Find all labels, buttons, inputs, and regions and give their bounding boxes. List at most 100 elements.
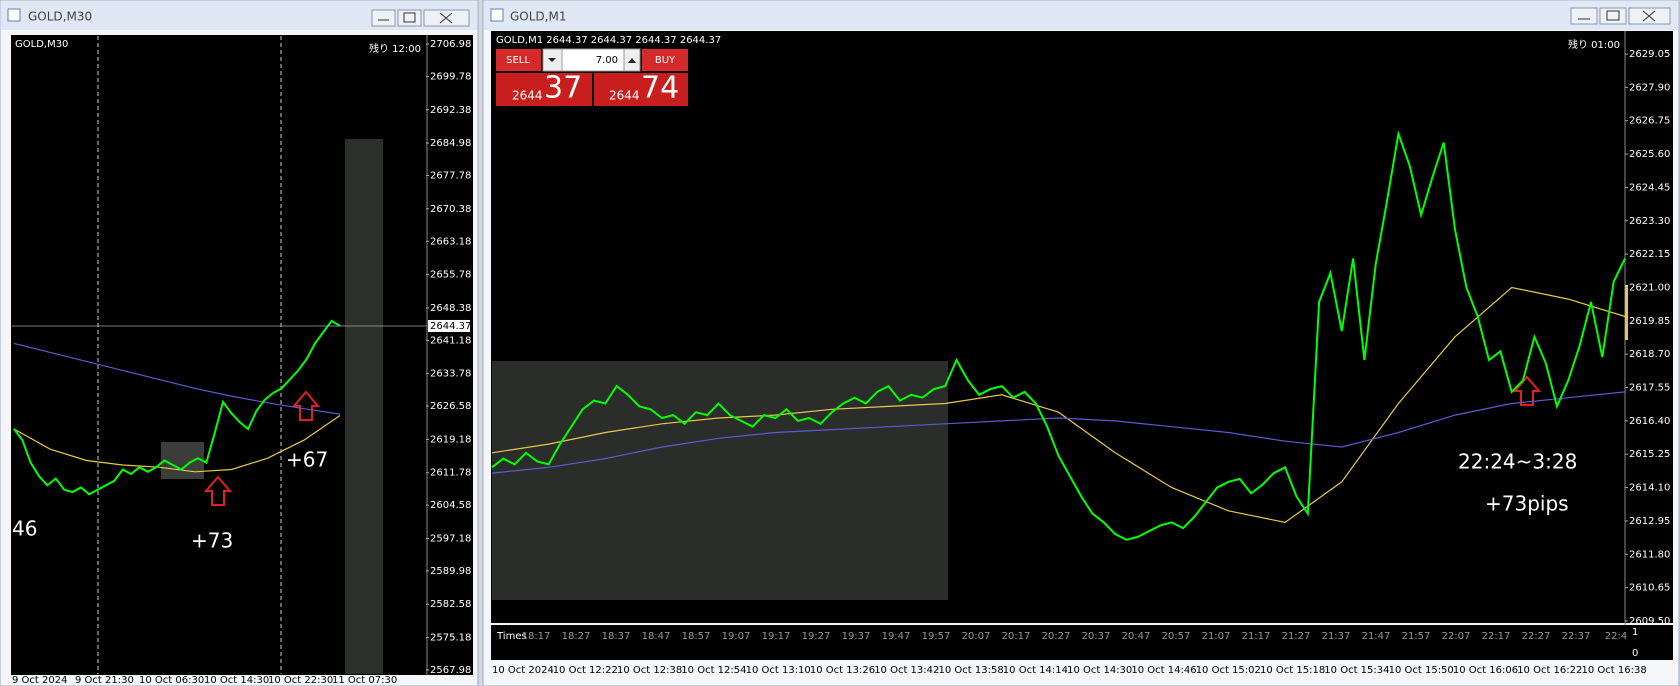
minimize-button[interactable] [371,9,396,27]
x-tick-label: 10 Oct 13:10 [746,665,811,676]
x-tick-label: 9 Oct 2024 [12,675,67,686]
time-label: 22:4 [1605,631,1627,642]
annotation: +73pips [1485,492,1569,516]
x-tick-label: 10 Oct 15:34 [1324,665,1389,676]
ask-box[interactable] [594,73,688,106]
dropdown-glyph [548,58,556,62]
sell-label: SELL [506,55,530,66]
y-tick-label: 2623.30 [1629,216,1670,227]
y-tick-label: 2575.18 [430,633,471,644]
button-glyphs [1578,10,1656,22]
time-label: 20:57 [1162,631,1191,642]
sub-window-title: Times [496,631,527,642]
axis-marker [1625,285,1628,340]
y-tick-label: 2706.98 [430,39,471,50]
x-tick-label: 10 Oct 06:30 [139,675,204,686]
title-bar [484,1,1678,30]
bid-big: 2644 [512,89,543,103]
bid-box[interactable] [496,73,592,106]
window-icon [490,8,504,22]
time-label: 20:07 [962,631,991,642]
maximize-button[interactable] [397,9,422,27]
y-tick-label: 2624.45 [1629,182,1670,193]
time-label: 20:37 [1082,631,1111,642]
y-tick-label: 2641.18 [430,335,471,346]
y-tick-label: 2611.78 [430,468,471,479]
buy-label: BUY [655,55,676,66]
y-tick-label: 2612.95 [1629,516,1670,527]
moving-average [13,415,341,473]
minimize-button[interactable] [1570,7,1598,25]
time-label: 22:07 [1442,631,1471,642]
time-label: 18:57 [682,631,711,642]
time-label: 19:47 [882,631,911,642]
y-tick-label: 2621.00 [1629,282,1670,293]
time-label: 21:17 [1242,631,1271,642]
x-tick-label: 10 Oct 12:54 [681,665,746,676]
x-tick-label: 9 Oct 21:30 [75,675,134,686]
ask-small: 74 [641,71,679,106]
arrow [1512,375,1542,406]
maximize-button[interactable] [1599,7,1627,25]
moving-average [13,342,341,415]
time-label: 21:37 [1322,631,1351,642]
time-label: 21:57 [1402,631,1431,642]
time-label: 20:17 [1002,631,1031,642]
sub-window [491,625,1673,660]
y-tick-label: 2655.78 [430,270,471,281]
y-tick-label: 2627.90 [1629,82,1670,93]
time-label: 19:07 [722,631,751,642]
x-tick-label: 10 Oct 14:30 [204,675,269,686]
y-tick-label: 2699.78 [430,71,471,82]
y-tick-label: 2582.58 [430,599,471,610]
y-tick-label: 2616.40 [1629,416,1670,427]
shaded-object [345,139,383,674]
y-tick-label: 2567.98 [430,665,471,676]
chart-header: GOLD,M30 [15,39,68,50]
y-tick-label: 2629.05 [1629,49,1670,60]
y-tick-label: 2626.58 [430,401,471,412]
y-tick-label: 2684.98 [430,138,471,149]
bid-small: 37 [544,71,582,106]
shaded-box [161,442,204,479]
window-title: GOLD,M1 [510,10,566,24]
order-panel: SELL 7.00 BUY 2644 37 2644 74 [496,48,688,106]
buy-button[interactable] [642,49,688,71]
annotation: +73 [191,529,233,553]
time-label: 22:17 [1482,631,1511,642]
sub-tick-label: 1 [1632,627,1638,638]
x-tick-label: 10 Oct 15:02 [1196,665,1261,676]
x-tick-label: 10 Oct 13:42 [874,665,939,676]
x-tick-label: 10 Oct 14:14 [1003,665,1068,676]
y-tick-label: 2692.38 [430,105,471,116]
y-tick-label: 2663.18 [430,236,471,247]
arrow [203,475,233,506]
x-tick-label: 10 Oct 13:26 [810,665,875,676]
timer: 残り 01:00 [1568,38,1620,51]
shaded-box [492,361,948,600]
sell-button[interactable] [496,49,541,71]
time-label: 19:57 [922,631,951,642]
time-label: 21:47 [1362,631,1391,642]
x-tick-label: 10 Oct 13:58 [938,665,1003,676]
up-glyph [628,58,636,63]
time-label: 18:37 [602,631,631,642]
x-tick-label: 10 Oct 12:22 [553,665,618,676]
y-tick-label: 2633.78 [430,369,471,380]
x-tick-label: 10 Oct 16:06 [1453,665,1518,676]
y-tick-label: 2610.65 [1629,583,1670,594]
time-label: 19:27 [802,631,831,642]
annotation: +67 [286,448,328,472]
time-label: 20:47 [1122,631,1151,642]
price-label-box [428,319,470,332]
time-label: 20:27 [1042,631,1071,642]
time-label: 19:37 [842,631,871,642]
y-tick-label: 2619.85 [1629,316,1670,327]
moving-average [491,391,1626,474]
time-label: 18:17 [522,631,551,642]
time-label: 22:37 [1562,631,1591,642]
time-label: 22:27 [1522,631,1551,642]
x-tick-label: 10 Oct 14:30 [1067,665,1132,676]
y-tick-label: 2604.58 [430,500,471,511]
